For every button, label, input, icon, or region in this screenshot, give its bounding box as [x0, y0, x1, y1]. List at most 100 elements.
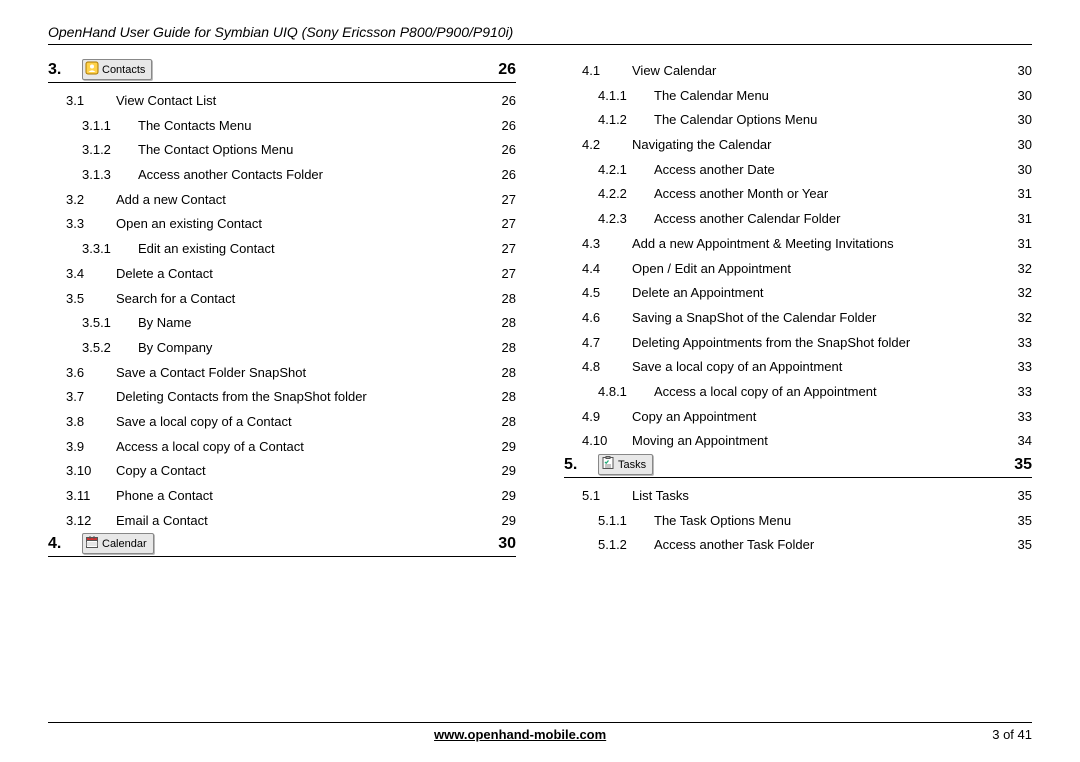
section-icon-button: Calendar — [82, 533, 154, 554]
toc-entry-number: 3.1 — [66, 89, 106, 114]
footer: www.openhand-mobile.com 3 of 41 — [48, 722, 1032, 742]
toc-entry: 3.9Access a local copy of a Contact29 — [48, 435, 516, 460]
toc-entry-page: 26 — [494, 114, 516, 139]
toc-entry-title: By Company — [128, 336, 494, 361]
toc-entry-title: Deleting Appointments from the SnapShot … — [622, 331, 1010, 356]
toc-entry-number: 5.1.1 — [598, 509, 644, 534]
toc-entry-title: Open / Edit an Appointment — [622, 257, 1010, 282]
toc-entry: 3.12Email a Contact29 — [48, 509, 516, 534]
toc-entry: 3.3Open an existing Contact27 — [48, 212, 516, 237]
toc-entry-title: Save a local copy of a Contact — [106, 410, 494, 435]
toc-entry-number: 3.3.1 — [82, 237, 128, 262]
doc-header: OpenHand User Guide for Symbian UIQ (Son… — [48, 24, 1032, 45]
toc-entry-title: Open an existing Contact — [106, 212, 494, 237]
toc-entry: 5.1.2Access another Task Folder35 — [564, 533, 1032, 558]
toc-entry-page: 35 — [1010, 533, 1032, 558]
toc-entry: 3.10Copy a Contact29 — [48, 459, 516, 484]
toc-entry-page: 30 — [1010, 84, 1032, 109]
toc-entry-title: Access a local copy of a Contact — [106, 435, 494, 460]
toc-entry-page: 30 — [1010, 133, 1032, 158]
toc-entry-page: 28 — [494, 311, 516, 336]
toc-entry-page: 30 — [1010, 108, 1032, 133]
toc-entry-title: Save a local copy of an Appointment — [622, 355, 1010, 380]
toc-entry-number: 4.3 — [582, 232, 622, 257]
toc-entry-number: 3.5 — [66, 287, 106, 312]
section-icon-label: Contacts — [102, 64, 145, 76]
toc-entry-title: Saving a SnapShot of the Calendar Folder — [622, 306, 1010, 331]
toc-entry-title: The Task Options Menu — [644, 509, 1010, 534]
toc-entry-number: 4.1 — [582, 59, 622, 84]
toc-entry-title: Deleting Contacts from the SnapShot fold… — [106, 385, 494, 410]
toc-entry: 4.6Saving a SnapShot of the Calendar Fol… — [564, 306, 1032, 331]
toc-entry-number: 4.8.1 — [598, 380, 644, 405]
toc-entry-page: 30 — [1010, 158, 1032, 183]
toc-entry-title: Access another Contacts Folder — [128, 163, 494, 188]
toc-section-heading: 4.Calendar 30 — [48, 533, 516, 557]
toc-entry-number: 3.4 — [66, 262, 106, 287]
toc-entry-page: 31 — [1010, 232, 1032, 257]
toc-entry-page: 27 — [494, 212, 516, 237]
toc-entry-title: Email a Contact — [106, 509, 494, 534]
toc-entry-page: 35 — [1010, 484, 1032, 509]
toc-entry-number: 3.2 — [66, 188, 106, 213]
toc-entry-title: Add a new Appointment & Meeting Invitati… — [622, 232, 1010, 257]
toc-entry-page: 33 — [1010, 331, 1032, 356]
toc-entry: 4.8.1Access a local copy of an Appointme… — [564, 380, 1032, 405]
toc-entry: 4.1.1The Calendar Menu30 — [564, 84, 1032, 109]
toc-entry-number: 4.1.1 — [598, 84, 644, 109]
toc-entry-title: Phone a Contact — [106, 484, 494, 509]
toc-entry-number: 4.2.3 — [598, 207, 644, 232]
toc-entry-page: 29 — [494, 435, 516, 460]
toc-entry: 4.2Navigating the Calendar30 — [564, 133, 1032, 158]
toc-entry-page: 27 — [494, 262, 516, 287]
toc-entry: 3.3.1Edit an existing Contact27 — [48, 237, 516, 262]
toc-entry: 4.3Add a new Appointment & Meeting Invit… — [564, 232, 1032, 257]
toc-entry-page: 32 — [1010, 306, 1032, 331]
section-page: 30 — [498, 535, 516, 553]
toc-entry-number: 3.7 — [66, 385, 106, 410]
toc-entry-page: 29 — [494, 484, 516, 509]
toc-entry-number: 3.8 — [66, 410, 106, 435]
toc-entry-number: 3.1.1 — [82, 114, 128, 139]
toc-entry-page: 34 — [1010, 429, 1032, 454]
toc-entry-number: 4.2 — [582, 133, 622, 158]
toc-entry: 5.1List Tasks35 — [564, 484, 1032, 509]
toc-entry-number: 3.10 — [66, 459, 106, 484]
toc-entry-number: 4.9 — [582, 405, 622, 430]
contacts-icon — [85, 61, 102, 78]
toc-entry-page: 28 — [494, 361, 516, 386]
toc-entry-number: 3.11 — [66, 484, 106, 509]
toc-entry-title: The Calendar Options Menu — [644, 108, 1010, 133]
toc-entry: 3.1.3Access another Contacts Folder26 — [48, 163, 516, 188]
toc-entry: 3.7Deleting Contacts from the SnapShot f… — [48, 385, 516, 410]
section-number: 4. — [48, 535, 78, 553]
toc-entry-number: 4.4 — [582, 257, 622, 282]
left-column: 3. Contacts 26 3.1View Contact List263.1.1T… — [48, 59, 516, 563]
toc-entry-title: Search for a Contact — [106, 287, 494, 312]
section-number: 3. — [48, 61, 78, 79]
section-icon-button: Tasks — [598, 454, 653, 475]
toc-entry-page: 26 — [494, 138, 516, 163]
toc-entry-page: 33 — [1010, 355, 1032, 380]
toc-entry-page: 35 — [1010, 509, 1032, 534]
toc-entry-title: List Tasks — [622, 484, 1010, 509]
toc-entry-title: Delete an Appointment — [622, 281, 1010, 306]
toc-entry-title: Access another Date — [644, 158, 1010, 183]
toc-entry-number: 3.1.2 — [82, 138, 128, 163]
toc-entry: 3.1.1The Contacts Menu26 — [48, 114, 516, 139]
right-column: 4.1View Calendar304.1.1The Calendar Menu… — [564, 59, 1032, 563]
toc-entry-page: 29 — [494, 509, 516, 534]
toc-entry-page: 32 — [1010, 281, 1032, 306]
toc-entry: 4.1View Calendar30 — [564, 59, 1032, 84]
toc-entry: 4.8Save a local copy of an Appointment33 — [564, 355, 1032, 380]
toc-entry-page: 32 — [1010, 257, 1032, 282]
toc-entry: 3.6Save a Contact Folder SnapShot28 — [48, 361, 516, 386]
toc-entry: 4.2.2Access another Month or Year31 — [564, 182, 1032, 207]
toc-entry-title: View Contact List — [106, 89, 494, 114]
toc-entry-number: 4.7 — [582, 331, 622, 356]
toc-section-heading: 5.Tasks35 — [564, 454, 1032, 478]
toc-entry-number: 3.6 — [66, 361, 106, 386]
section-number: 5. — [564, 456, 594, 474]
calendar-icon — [85, 535, 102, 552]
toc-entry-number: 3.9 — [66, 435, 106, 460]
